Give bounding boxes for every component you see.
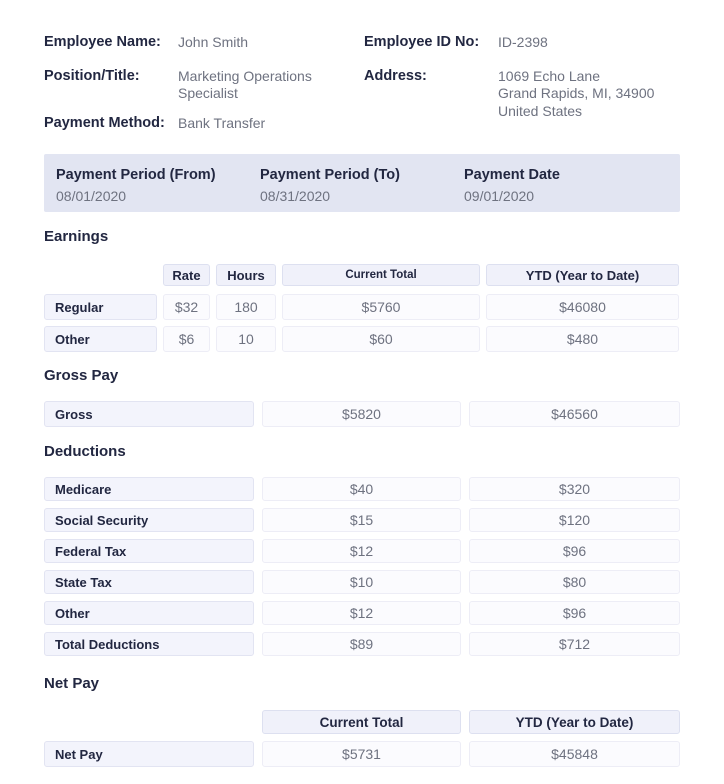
earnings-row-regular: Regular $32 180 $5760 $46080 [44,294,680,320]
payment-date: Payment Date 09/01/2020 [464,167,668,204]
payment-date-value: 09/01/2020 [464,188,535,204]
deduction-label-field[interactable]: Social Security [44,508,254,532]
rate-field[interactable]: $6 [163,326,210,352]
payment-method-label: Payment Method: [44,114,165,131]
net-pay-label-field[interactable]: Net Pay [44,741,254,767]
employee-name-label: Employee Name: [44,34,161,50]
gross-label-field[interactable]: Gross [44,401,254,427]
gross-pay-row: Gross $5820 $46560 [44,401,680,427]
ytd-field[interactable]: $80 [469,570,680,594]
earnings-label-field[interactable]: Other [44,326,157,352]
address-line-1: 1069 Echo Lane [498,67,600,84]
ytd-column-header: YTD (Year to Date) [486,264,679,286]
current-total-field[interactable]: $10 [262,570,461,594]
earnings-heading: Earnings [44,228,109,245]
deduction-row-social-security: Social Security $15 $120 [44,508,680,532]
current-total-field[interactable]: $12 [262,601,461,625]
hours-column-header: Hours [216,264,276,286]
payment-period-from-label: Payment Period (From) [56,167,216,183]
current-total-field[interactable]: $60 [282,326,480,352]
current-total-field[interactable]: $12 [262,539,461,563]
employee-name-row: Employee Name: John Smith [44,34,364,52]
address-row: Address: 1069 Echo Lane Grand Rapids, MI… [364,68,680,121]
deduction-row-medicare: Medicare $40 $320 [44,477,680,501]
ytd-field[interactable]: $320 [469,477,680,501]
payment-method-value: Bank Transfer [178,114,266,131]
earnings-header-spacer [44,264,157,286]
position-row: Position/Title: Marketing Operations Spe… [44,68,364,103]
ytd-field[interactable]: $46080 [486,294,679,320]
ytd-field[interactable]: $96 [469,601,680,625]
deduction-label-field[interactable]: Federal Tax [44,539,254,563]
deduction-row-total: Total Deductions $89 $712 [44,632,680,656]
payment-period-to: Payment Period (To) 08/31/2020 [260,167,464,204]
employee-name-value: John Smith [178,34,249,50]
rate-field[interactable]: $32 [163,294,210,320]
deduction-row-state-tax: State Tax $10 $80 [44,570,680,594]
address-value: 1069 Echo Lane Grand Rapids, MI, 34900 U… [498,68,680,121]
current-total-field[interactable]: $5760 [282,294,480,320]
deduction-label-field[interactable]: Total Deductions [44,632,254,656]
address-line-3: United States [498,102,583,119]
employee-id-value: ID-2398 [498,34,548,50]
payment-date-label: Payment Date [464,167,560,183]
position-label: Position/Title: [44,67,140,84]
current-total-column-header: Current Total [262,710,461,734]
employee-id-row: Employee ID No: ID-2398 [364,34,680,52]
net-pay-heading: Net Pay [44,675,100,692]
employee-id-label: Employee ID No: [364,34,480,50]
net-pay-header-spacer [44,710,254,734]
payment-period-to-value: 08/31/2020 [260,188,331,204]
current-total-column-header: Current Total [282,264,480,286]
current-total-field[interactable]: $89 [262,632,461,656]
ytd-field[interactable]: $712 [469,632,680,656]
current-total-field[interactable]: $15 [262,508,461,532]
hours-field[interactable]: 180 [216,294,276,320]
ytd-field[interactable]: $120 [469,508,680,532]
earnings-row-other: Other $6 10 $60 $480 [44,326,680,352]
deduction-row-other: Other $12 $96 [44,601,680,625]
ytd-field[interactable]: $480 [486,326,679,352]
current-total-field[interactable]: $5731 [262,741,461,767]
ytd-field[interactable]: $46560 [469,401,680,427]
net-pay-row: Net Pay $5731 $45848 [44,741,680,767]
employee-info-right: Employee ID No: ID-2398 Address: 1069 Ec… [364,34,680,148]
employee-info-left: Employee Name: John Smith Position/Title… [44,34,364,148]
deduction-label-field[interactable]: Other [44,601,254,625]
deduction-row-federal-tax: Federal Tax $12 $96 [44,539,680,563]
deduction-label-field[interactable]: State Tax [44,570,254,594]
address-label: Address: [364,67,427,84]
payment-summary-band: Payment Period (From) 08/01/2020 Payment… [44,154,680,212]
ytd-field[interactable]: $45848 [469,741,680,767]
gross-pay-heading: Gross Pay [44,367,119,384]
ytd-column-header: YTD (Year to Date) [469,710,680,734]
payment-period-to-label: Payment Period (To) [260,167,400,183]
hours-field[interactable]: 10 [216,326,276,352]
current-total-field[interactable]: $5820 [262,401,461,427]
earnings-header-row: Rate Hours Current Total YTD (Year to Da… [44,264,680,286]
payment-period-from-value: 08/01/2020 [56,188,127,204]
payment-period-from: Payment Period (From) 08/01/2020 [56,167,260,204]
address-line-2: Grand Rapids, MI, 34900 [498,85,655,101]
payment-method-row: Payment Method: Bank Transfer [44,115,364,133]
deductions-heading: Deductions [44,443,126,460]
rate-column-header: Rate [163,264,210,286]
earnings-label-field[interactable]: Regular [44,294,157,320]
deduction-label-field[interactable]: Medicare [44,477,254,501]
position-value: Marketing Operations Specialist [178,67,312,102]
net-pay-header-row: Current Total YTD (Year to Date) [44,710,680,734]
employee-info-section: Employee Name: John Smith Position/Title… [44,34,680,148]
ytd-field[interactable]: $96 [469,539,680,563]
deductions-rows: Medicare $40 $320 Social Security $15 $1… [44,477,680,656]
current-total-field[interactable]: $40 [262,477,461,501]
